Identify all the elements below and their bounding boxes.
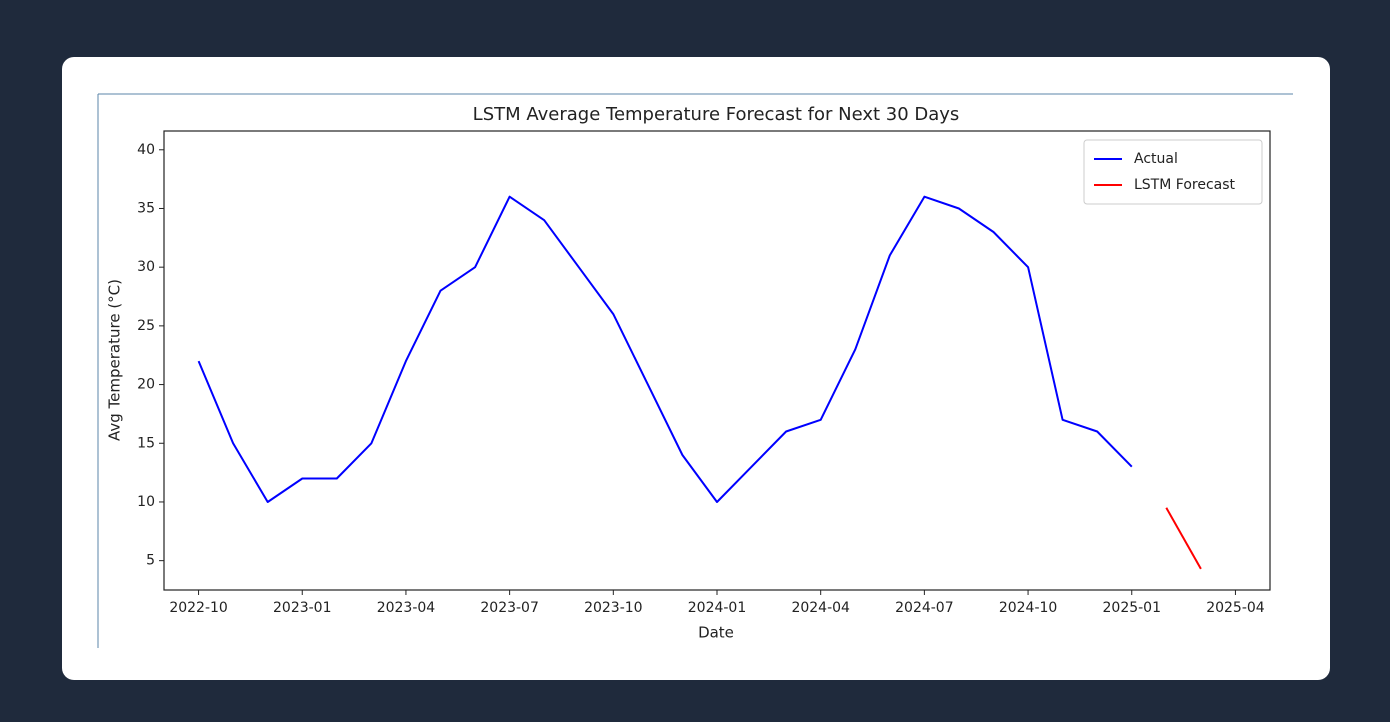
y-tick-label: 25 [137, 318, 155, 334]
x-tick-label: 2024-10 [999, 600, 1058, 616]
legend-label: Actual [1134, 151, 1178, 167]
y-tick-label: 35 [137, 200, 155, 216]
x-tick-label: 2023-01 [273, 600, 332, 616]
x-tick-label: 2025-01 [1103, 600, 1162, 616]
x-axis-label: Date [698, 624, 734, 642]
legend-label: LSTM Forecast [1134, 177, 1236, 193]
x-tick-label: 2024-04 [791, 600, 850, 616]
x-tick-label: 2022-10 [169, 600, 228, 616]
legend-box [1083, 139, 1263, 205]
x-tick-label: 2023-04 [377, 600, 436, 616]
x-tick-label: 2024-01 [688, 600, 747, 616]
x-tick-label: 2025-04 [1206, 600, 1265, 616]
chart-title: LSTM Average Temperature Forecast for Ne… [473, 104, 960, 125]
plot-frame [163, 130, 1271, 591]
y-tick-label: 40 [137, 142, 155, 158]
y-tick-label: 15 [137, 435, 155, 451]
x-tick-label: 2024-07 [895, 600, 954, 616]
y-tick-label: 10 [137, 494, 155, 510]
y-axis-label: Avg Temperature (°C) [106, 279, 124, 441]
series-line [197, 195, 1133, 503]
series-line [1165, 507, 1202, 570]
y-tick-label: 5 [146, 553, 155, 569]
y-tick-label: 30 [137, 259, 155, 275]
y-tick-label: 20 [137, 377, 155, 393]
x-tick-label: 2023-10 [584, 600, 643, 616]
x-tick-label: 2023-07 [480, 600, 539, 616]
